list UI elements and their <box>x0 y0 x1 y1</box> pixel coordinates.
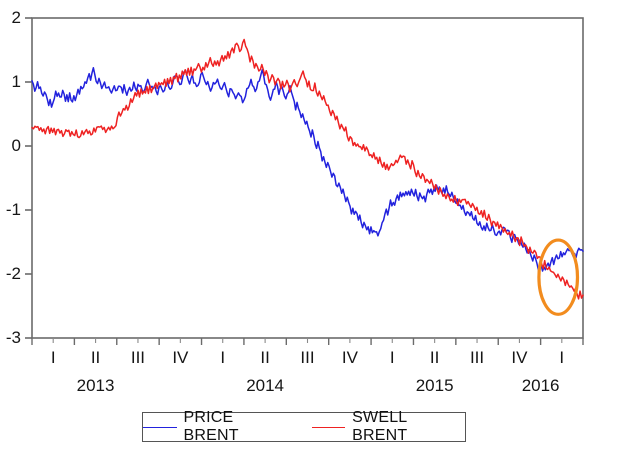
legend-label-swell-brent: SWELL BRENT <box>352 409 408 444</box>
legend-entry-swell-brent: SWELL BRENT <box>311 409 465 445</box>
plot-frame <box>31 17 584 339</box>
x-axis-quarter-label: III <box>300 348 315 367</box>
x-axis-quarter-label: IV <box>511 348 528 367</box>
x-axis-quarter-label: II <box>260 348 270 367</box>
legend-label-price-brent: PRICE BRENT <box>183 409 239 444</box>
y-axis-tick-label: -1 <box>5 200 21 219</box>
x-axis-quarter-label: I <box>559 348 565 367</box>
series-line-swell-brent <box>31 38 584 300</box>
x-axis-quarter-label: III <box>469 348 485 367</box>
chart-legend: PRICE BRENT SWELL BRENT <box>142 409 466 445</box>
x-axis-quarter-label: I <box>389 348 395 367</box>
x-axis-year-label: 2015 <box>415 376 454 395</box>
y-axis-tick-label: 2 <box>11 8 21 27</box>
y-axis-tick-label: -2 <box>5 264 21 283</box>
x-axis-quarter-label: IV <box>341 348 358 367</box>
x-axis-quarter-label: II <box>429 348 440 367</box>
legend-entry-price-brent: PRICE BRENT <box>143 409 292 445</box>
series-line-price-brent <box>31 66 584 272</box>
x-axis-quarter-label: I <box>220 348 226 367</box>
x-axis-year-label: 2016 <box>521 376 560 395</box>
divergence-highlight-ellipse-annotation <box>537 238 580 316</box>
x-axis-year-label: 2014 <box>246 376 285 395</box>
y-axis-tick-label: 1 <box>11 72 21 91</box>
x-axis-year-label: 2013 <box>76 376 115 395</box>
x-axis-quarter-label: III <box>130 348 146 367</box>
legend-swatch-price-brent <box>143 426 177 428</box>
x-axis-quarter-label: II <box>90 348 101 367</box>
x-axis-quarter-label: I <box>50 348 56 367</box>
y-axis-tick-label: 0 <box>11 136 21 155</box>
legend-swatch-swell-brent <box>311 426 346 428</box>
y-axis-tick-label: -3 <box>5 328 21 347</box>
x-axis-quarter-label: IV <box>172 348 189 367</box>
